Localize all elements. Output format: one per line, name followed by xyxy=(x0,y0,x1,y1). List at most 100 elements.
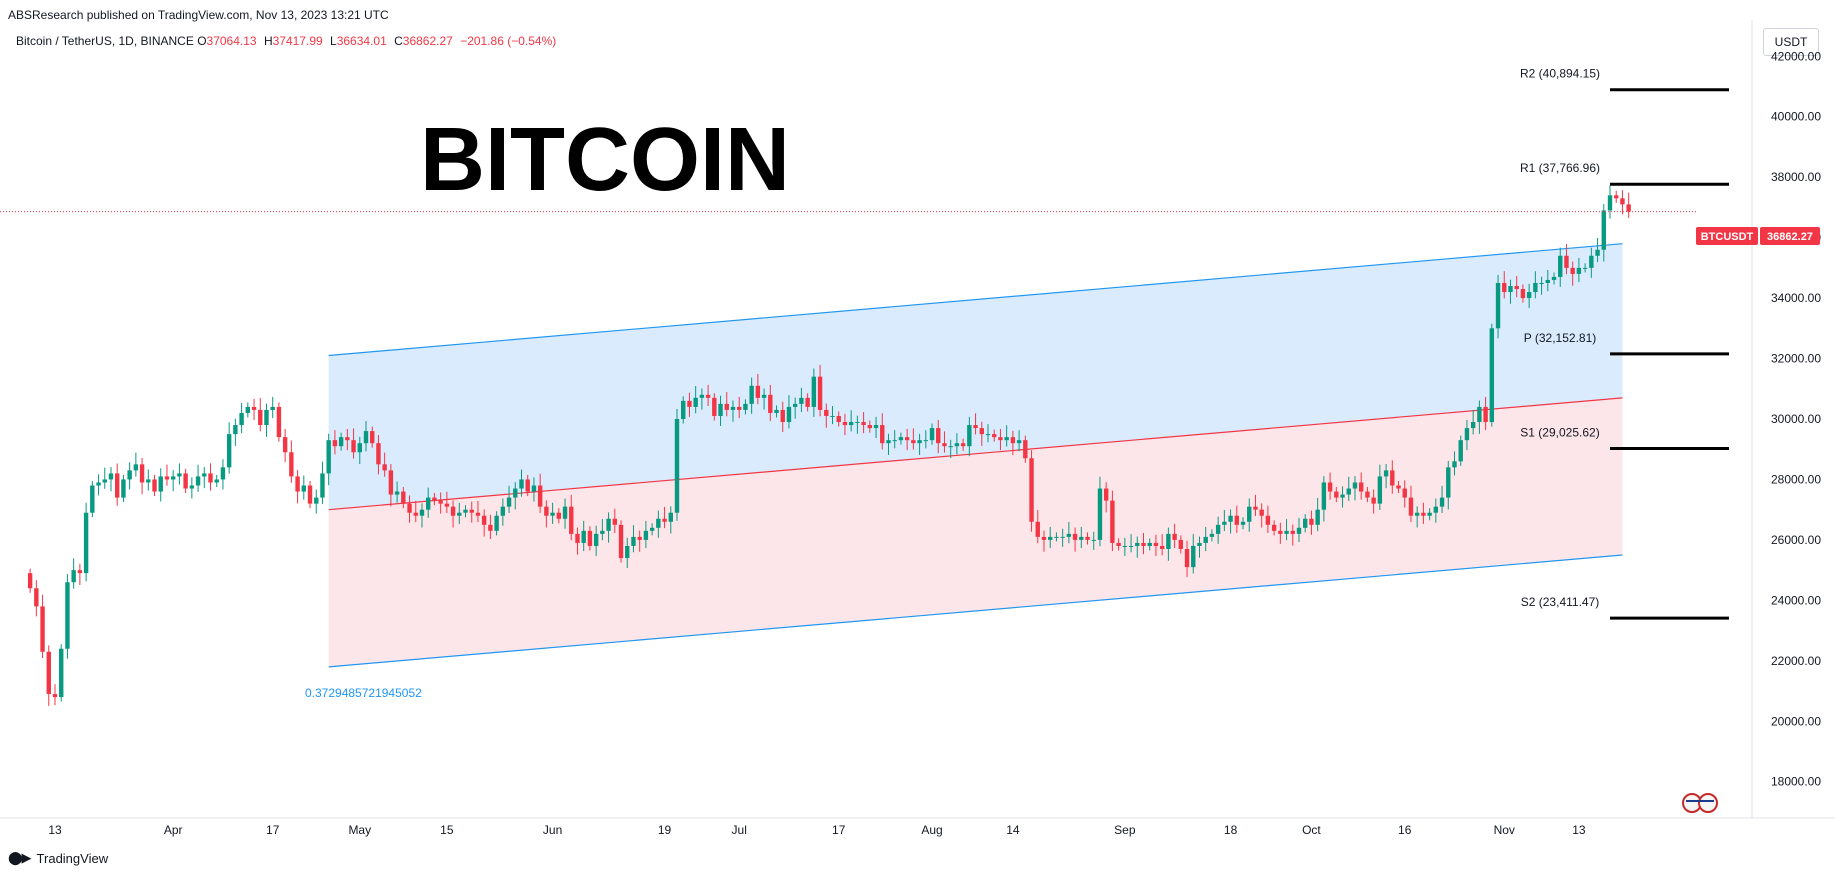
candle xyxy=(531,477,537,502)
candle xyxy=(314,489,319,514)
candle xyxy=(1483,396,1488,431)
candle xyxy=(979,421,984,446)
candle xyxy=(1408,485,1414,523)
candle xyxy=(1377,464,1383,510)
channel-middle-line[interactable] xyxy=(328,397,1623,511)
flag-icons[interactable] xyxy=(1682,793,1718,813)
candle-body xyxy=(121,479,126,498)
candle-body xyxy=(77,570,83,574)
us-flag-icon-2[interactable] xyxy=(1698,793,1718,813)
candle xyxy=(1508,279,1513,304)
candle xyxy=(1334,487,1339,503)
candle xyxy=(1495,274,1501,339)
y-axis[interactable]: 18000.00 20000.00 22000.00 24000.00 26000.00… xyxy=(1771,49,1821,788)
candle xyxy=(1209,529,1215,542)
candle-body xyxy=(967,425,972,447)
candle xyxy=(1601,204,1606,262)
candle-body xyxy=(65,582,70,649)
candle-body xyxy=(1564,255,1569,268)
candle-body xyxy=(152,479,157,492)
candle xyxy=(1240,517,1246,530)
candle xyxy=(1576,257,1582,283)
candle-body xyxy=(544,506,549,516)
x-tick-label: Jul xyxy=(732,823,747,837)
candle-body xyxy=(394,491,400,495)
candle-body xyxy=(1582,267,1588,269)
candle xyxy=(488,514,493,540)
candle xyxy=(569,494,574,541)
candle-body xyxy=(189,485,195,489)
y-tick-label: 40000.00 xyxy=(1771,110,1821,124)
candle-body xyxy=(1614,195,1619,199)
candle-body xyxy=(867,425,873,429)
current-price-label: BTCUSDT 36862.27 xyxy=(1696,227,1820,245)
candle xyxy=(842,413,848,436)
candle xyxy=(59,644,64,702)
channel-lower-line[interactable] xyxy=(328,554,1623,668)
candle xyxy=(1271,520,1277,536)
candle-body xyxy=(1048,536,1053,540)
candle xyxy=(1178,535,1184,554)
candle-body xyxy=(1265,515,1271,525)
candle-body xyxy=(761,394,767,398)
candle xyxy=(1172,523,1177,549)
candle xyxy=(264,403,269,437)
footer-brand[interactable]: TradingView xyxy=(36,850,109,866)
x-axis[interactable]: 13 Apr 17 May 15 Jun 19 Jul 17 Aug 14 Sep 18 Oct 16 Nov… xyxy=(48,823,1586,837)
candle-body xyxy=(805,397,810,407)
candle xyxy=(904,428,910,451)
pivot-label: S1 (29,025.62) xyxy=(1520,425,1599,439)
candle xyxy=(320,461,325,504)
candle-body xyxy=(463,509,468,513)
pivot-label: R2 (40,894.15) xyxy=(1520,67,1600,81)
candle-body xyxy=(407,503,412,513)
candle xyxy=(1010,430,1016,455)
candle-body xyxy=(332,440,338,447)
x-tick-label: Apr xyxy=(164,823,183,837)
candle-body xyxy=(724,403,729,410)
candle xyxy=(1321,476,1327,522)
candle-body xyxy=(861,422,866,426)
candle-body xyxy=(1377,476,1383,504)
candle-body xyxy=(345,437,350,441)
candle-body xyxy=(1197,542,1202,546)
candle xyxy=(612,508,617,533)
candle xyxy=(363,421,369,452)
y-tick-label: 34000.00 xyxy=(1771,291,1821,305)
candle-body xyxy=(370,431,375,444)
candle-body xyxy=(469,509,474,513)
candle xyxy=(457,502,462,524)
candle xyxy=(737,396,742,419)
candle-body xyxy=(637,536,642,540)
candle-body xyxy=(873,425,879,429)
candle xyxy=(214,474,219,488)
channel-upper-line[interactable] xyxy=(328,243,1623,357)
candle-body xyxy=(401,491,406,504)
candle xyxy=(556,508,562,524)
candle xyxy=(506,485,512,514)
candle-body xyxy=(1539,282,1544,284)
candle xyxy=(954,433,960,455)
candle xyxy=(656,510,661,538)
currency-unit-button[interactable]: USDT xyxy=(1763,28,1819,56)
candle xyxy=(1147,538,1152,551)
candle-body xyxy=(1327,482,1333,492)
candle xyxy=(1303,514,1308,533)
candle-body xyxy=(426,497,431,510)
candle xyxy=(1340,486,1345,508)
footer: ⬤▶ TradingView xyxy=(8,850,108,866)
candle-body xyxy=(562,506,568,519)
candle xyxy=(164,464,170,486)
pivot-label: P (32,152.81) xyxy=(1524,331,1597,345)
candle-body xyxy=(1433,506,1439,513)
candle-body xyxy=(1446,467,1451,498)
candle xyxy=(1141,532,1146,555)
candle xyxy=(1228,509,1233,534)
candle-body xyxy=(83,512,89,574)
candle xyxy=(1023,435,1028,463)
candle-body xyxy=(1060,536,1065,538)
close-label: C xyxy=(394,34,403,48)
candle-body xyxy=(537,485,543,507)
symbol-name[interactable]: Bitcoin / TetherUS, 1D, BINANCE xyxy=(16,34,194,48)
